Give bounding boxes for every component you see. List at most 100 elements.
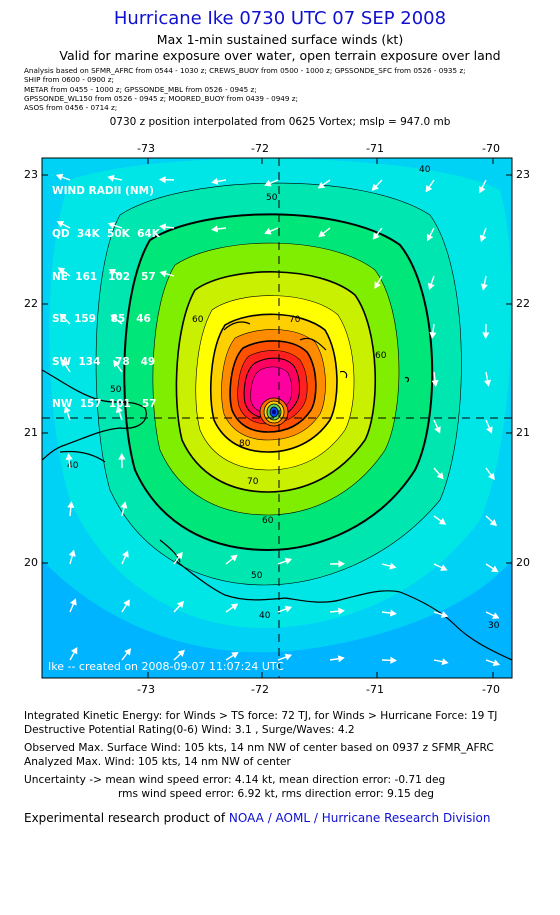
analysis-line: Analysis based on SFMR_AFRC from 0544 - … bbox=[24, 66, 466, 75]
contour-label: 30 bbox=[488, 621, 500, 631]
wind-arrow-head bbox=[177, 600, 185, 609]
contour-label: 70 bbox=[247, 477, 259, 487]
wind-arrow-head bbox=[67, 501, 75, 508]
coastlines bbox=[42, 321, 512, 661]
wind-arrow-head bbox=[429, 331, 437, 339]
contour-label: 60 bbox=[262, 516, 274, 526]
lon-tick-top: -71 bbox=[366, 142, 384, 155]
wind-arrow-head bbox=[284, 605, 293, 613]
map-credit: Ike -- created on 2008-09-07 11:07:24 UT… bbox=[48, 660, 284, 673]
eyewall bbox=[259, 397, 289, 427]
wind-arrow-head bbox=[479, 185, 486, 194]
wind-arrow-head bbox=[68, 549, 76, 557]
wind-arrow-head bbox=[482, 332, 490, 339]
wind-arrow-head bbox=[436, 472, 444, 480]
uncertainty-rms: rms wind speed error: 6.92 kt, rms direc… bbox=[118, 788, 435, 800]
wind-arrow-head bbox=[372, 232, 380, 240]
wind-arrow-head bbox=[211, 225, 219, 233]
lon-tick-bottom: -72 bbox=[251, 683, 269, 696]
wind-arrow-head bbox=[113, 359, 120, 368]
wind-arrow-head bbox=[124, 648, 132, 656]
wind-arrow-head bbox=[488, 472, 495, 481]
wind-arrow-head bbox=[123, 599, 130, 607]
lat-tick-left: 20 bbox=[24, 556, 38, 569]
wind-arrow-head bbox=[492, 659, 501, 667]
analysis-sources: Analysis based on SFMR_AFRC from 0544 - … bbox=[24, 66, 466, 112]
contour-label: 60 bbox=[375, 351, 387, 361]
wind-arrow-head bbox=[284, 557, 293, 565]
lon-tick-bottom: -71 bbox=[366, 683, 384, 696]
wind-arrow-head bbox=[159, 223, 167, 231]
wind-arrow-head bbox=[318, 230, 326, 238]
wind-arrow-head bbox=[438, 518, 447, 525]
lat-tick-left: 22 bbox=[24, 297, 38, 310]
contour-label: 50 bbox=[266, 193, 278, 203]
wind-arrow-head bbox=[441, 658, 449, 666]
wind-radii-columns: QD 34K 50K 64K bbox=[52, 228, 160, 241]
lon-tick-top: -73 bbox=[137, 142, 155, 155]
lat-tick-right: 21 bbox=[516, 426, 530, 439]
wind-arrow-head bbox=[484, 379, 492, 387]
wind-arrow-head bbox=[211, 177, 219, 185]
analysis-line: METAR from 0455 - 1000 z; GPSSONDE_MBL f… bbox=[24, 84, 257, 94]
contour-label: 40 bbox=[419, 165, 431, 175]
analysis-line: ASOS from 0456 - 0714 z; bbox=[24, 103, 118, 113]
wind-arrow-head bbox=[107, 174, 115, 182]
product-prefix: Experimental research product of bbox=[24, 811, 229, 825]
wind-arrow-head bbox=[317, 181, 326, 189]
wind-arrow-head bbox=[65, 453, 73, 460]
position-note: 0730 z position interpolated from 0625 V… bbox=[109, 116, 451, 128]
contour-label: 70 bbox=[289, 315, 301, 325]
wind-arrow-head bbox=[107, 221, 116, 229]
contour-label: 50 bbox=[110, 385, 122, 395]
wind-arrow-head bbox=[491, 565, 499, 573]
wind-arrow-head bbox=[338, 607, 345, 615]
lon-tick-bottom: -73 bbox=[137, 683, 155, 696]
wind-arrow-head bbox=[70, 598, 77, 606]
wind-arrow-head bbox=[440, 564, 448, 571]
wind-arrow-head bbox=[122, 550, 129, 558]
wind-contours: 50 40 60 70 80 60 50 40 70 40 30 50 60 bbox=[42, 158, 512, 678]
contour-label: 80 bbox=[239, 439, 251, 449]
wind-arrow-head bbox=[71, 646, 78, 655]
wind-arrow-head bbox=[427, 282, 435, 291]
wind-arrow-head bbox=[230, 603, 239, 611]
wind-radii-table: WIND RADII (NM) QD 34K 50K 64K NE 161 10… bbox=[52, 156, 160, 426]
product-credit: Experimental research product of NOAA / … bbox=[24, 811, 490, 825]
hrd-link[interactable]: NOAA / AOML / Hurricane Research Divisio… bbox=[228, 811, 491, 825]
wind-arrow-head bbox=[425, 184, 433, 193]
contour-label: 40 bbox=[67, 461, 79, 471]
wind-radii-header: WIND RADII (NM) bbox=[52, 185, 154, 198]
wind-arrow-head bbox=[59, 313, 67, 321]
uncertainty-mean: Uncertainty -> mean wind speed error: 4.… bbox=[24, 774, 446, 786]
wind-arrow-head bbox=[486, 426, 493, 434]
map-title: Hurricane Ike 0730 UTC 07 SEP 2008 bbox=[113, 8, 447, 29]
wind-arrow-head bbox=[337, 655, 345, 663]
wind-arrow-head bbox=[492, 612, 500, 619]
wind-arrow-head bbox=[159, 270, 167, 278]
map-subtitle-exposure: Valid for marine exposure over water, op… bbox=[59, 48, 501, 63]
wind-arrow-head bbox=[264, 179, 272, 187]
wind-arrow-head bbox=[434, 426, 441, 434]
wind-radii-row: NE 161 102 57 bbox=[52, 270, 156, 283]
map-frame bbox=[41, 157, 513, 679]
lat-tick-right: 20 bbox=[516, 556, 530, 569]
wind-arrows bbox=[55, 173, 501, 667]
destructive-potential: Destructive Potential Rating(0-6) Wind: … bbox=[24, 724, 355, 736]
contour-label: 60 bbox=[192, 315, 204, 325]
center-crosshair bbox=[42, 158, 512, 678]
analysis-line: GPSSONDE_WL150 from 0526 - 0945 z; MOORE… bbox=[24, 93, 298, 103]
contour-label: 40 bbox=[259, 611, 271, 621]
lon-tick-top: -72 bbox=[251, 142, 269, 155]
wind-arrow-head bbox=[371, 183, 379, 191]
wind-arrow-head bbox=[389, 609, 397, 617]
wind-arrow-head bbox=[177, 649, 185, 657]
wind-arrow-head bbox=[230, 554, 238, 562]
wind-arrow-head bbox=[479, 234, 487, 243]
wind-arrow-head bbox=[426, 233, 434, 242]
wind-arrow-head bbox=[63, 405, 71, 414]
wind-arrow-head bbox=[120, 501, 128, 509]
wind-arrow-head bbox=[489, 519, 498, 527]
wind-arrow-head bbox=[55, 173, 64, 181]
wind-radii-row: SW 134 78 49 bbox=[52, 355, 156, 368]
